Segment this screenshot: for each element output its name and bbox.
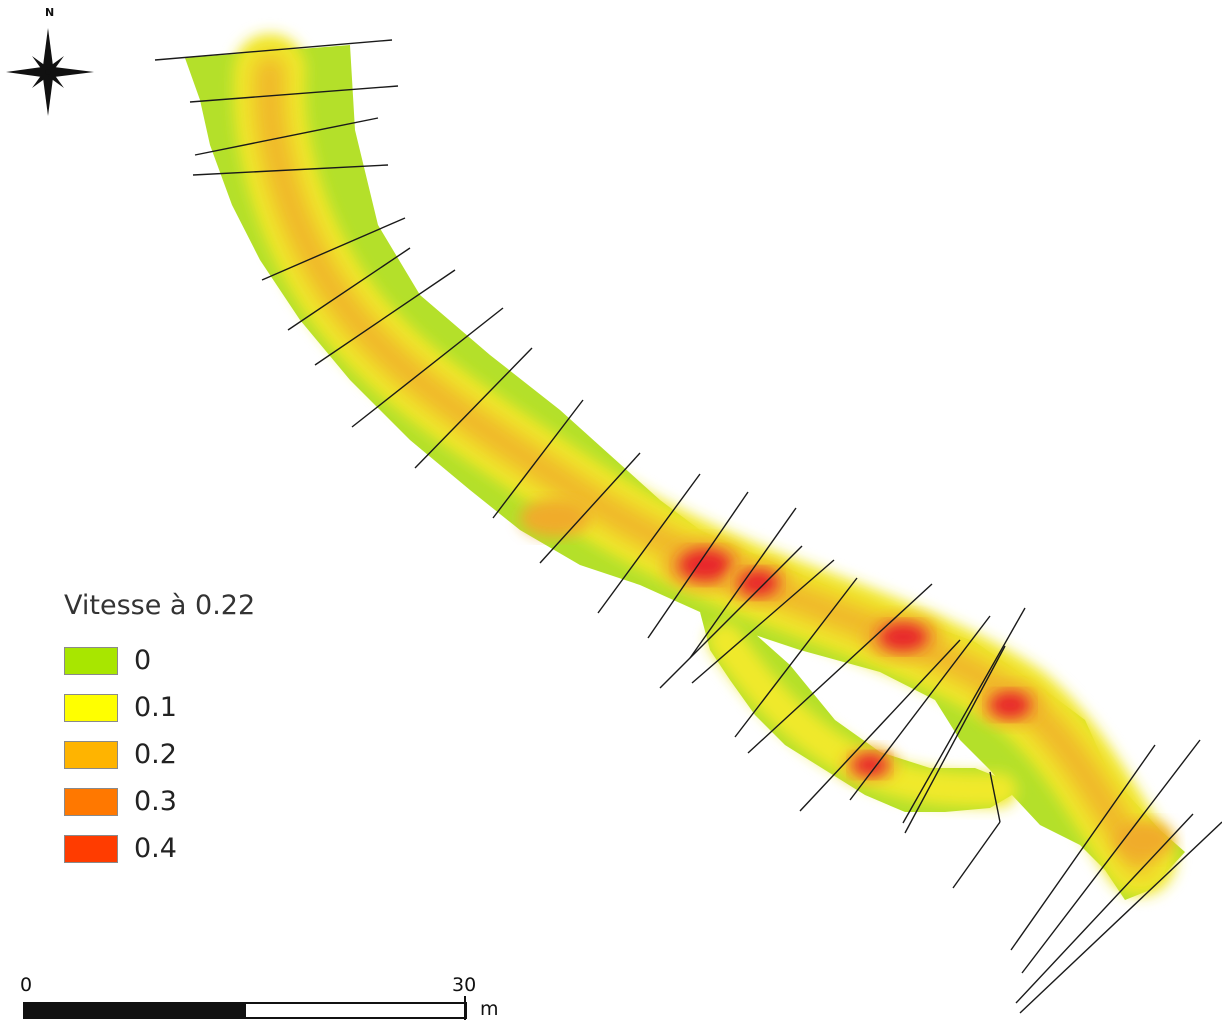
velocity-hotspot: [990, 692, 1030, 718]
scale-bar: [23, 996, 467, 1020]
velocity-hotspot: [738, 570, 778, 596]
cross-section-line: [952, 821, 1001, 889]
legend-item-label: 0: [134, 645, 152, 676]
cross-section-line: [287, 247, 411, 331]
cross-section-line: [849, 615, 991, 801]
north-arrow: [6, 28, 94, 116]
cross-section-line: [414, 347, 533, 469]
legend-item-label: 0.2: [134, 739, 177, 770]
cross-section-line: [194, 117, 379, 156]
cross-section-line: [597, 473, 701, 614]
cross-section-line: [351, 307, 504, 428]
river-channel: [185, 45, 1185, 900]
hotspot-halo: [519, 498, 591, 538]
cross-section-line: [904, 645, 1006, 834]
legend-swatch: [64, 787, 118, 816]
cross-section-line: [799, 639, 961, 812]
cross-sections: [154, 39, 1222, 1014]
legend-item-label: 0.4: [134, 833, 177, 864]
cross-section-line: [747, 583, 933, 754]
cross-section-line: [154, 39, 393, 61]
scale-end-label: 30: [452, 974, 477, 996]
legend-item: 0: [64, 637, 255, 684]
legend-item: 0.2: [64, 731, 255, 778]
cross-section-line: [647, 491, 749, 639]
river-south-branch: [700, 612, 1012, 812]
scale-start-label: 0: [20, 974, 33, 996]
cross-section-line: [1015, 813, 1194, 1004]
cross-section-line: [1021, 739, 1201, 974]
cross-section-line: [691, 559, 835, 684]
legend-swatch: [64, 834, 118, 863]
cross-section-line: [192, 164, 389, 176]
cross-section-line: [492, 399, 584, 519]
cross-section-line: [1019, 821, 1222, 1014]
cross-section-line: [902, 607, 1026, 824]
cross-section-line: [989, 771, 1001, 823]
legend-item: 0.4: [64, 825, 255, 872]
cross-section-line: [189, 85, 399, 103]
velocity-hotspot: [879, 623, 927, 651]
legend: Vitesse à 0.22 0 0.1 0.2 0.3 0.4: [64, 590, 255, 872]
legend-item: 0.3: [64, 778, 255, 825]
cross-section-line: [539, 452, 641, 564]
velocity-hotspot: [853, 754, 887, 776]
cross-section-line: [734, 577, 858, 738]
legend-swatch: [64, 740, 118, 769]
north-label: N: [45, 6, 55, 19]
legend-swatch: [64, 646, 118, 675]
cross-section-line: [659, 545, 803, 689]
legend-swatch: [64, 693, 118, 722]
cross-section-line: [1010, 744, 1156, 951]
scale-unit-label: m: [480, 998, 499, 1020]
legend-item-label: 0.3: [134, 786, 177, 817]
cross-section-line: [689, 507, 797, 659]
legend-item-label: 0.1: [134, 692, 177, 723]
river-main-reach: [185, 45, 1185, 900]
legend-title: Vitesse à 0.22: [64, 590, 256, 621]
compass-rose-icon: [6, 28, 94, 116]
cross-section-line: [314, 269, 456, 366]
cross-section-line: [261, 217, 406, 281]
legend-item: 0.1: [64, 684, 255, 731]
hotspot-halo: [1116, 820, 1174, 860]
